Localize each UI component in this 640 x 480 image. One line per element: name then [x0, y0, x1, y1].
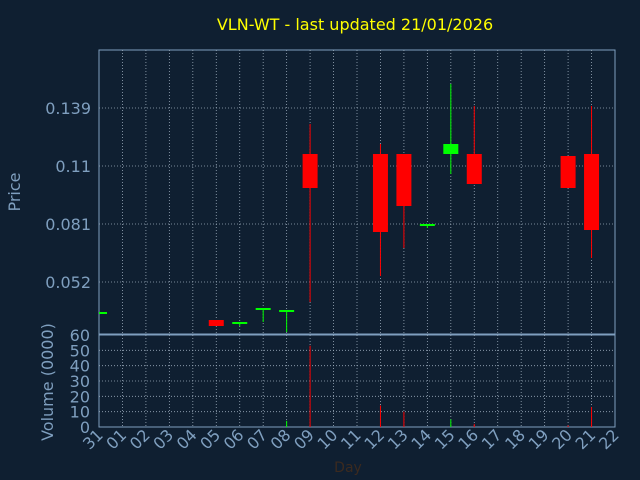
volume-tick-label: 10 — [70, 403, 90, 422]
price-tick-label: 0.081 — [45, 215, 91, 234]
volume-axis-label: Volume (0000) — [38, 323, 57, 441]
candle-body — [466, 154, 482, 184]
x-axis-label: Day — [334, 460, 362, 476]
volume-tick-label: 60 — [70, 326, 90, 345]
candle-body — [99, 312, 107, 314]
candle-body — [584, 154, 600, 230]
candle-body — [419, 224, 435, 226]
candle-body — [232, 322, 248, 324]
volume-tick-label: 0 — [80, 418, 90, 437]
candle-body — [372, 154, 388, 232]
volume-tick-label: 40 — [70, 357, 90, 376]
candle-body — [443, 144, 459, 154]
price-axis-label: Price — [5, 172, 24, 211]
candle-body — [302, 154, 318, 188]
price-tick-label: 0.139 — [45, 99, 91, 118]
candle-body — [396, 154, 412, 206]
candle-body — [560, 156, 576, 188]
chart-title: VLN-WT - last updated 21/01/2026 — [217, 15, 493, 34]
price-tick-label: 0.11 — [55, 157, 91, 176]
volume-tick-label: 30 — [70, 372, 90, 391]
x-tick-label: 22 — [595, 425, 623, 453]
volume-tick-label: 20 — [70, 387, 90, 406]
candle-body — [255, 308, 271, 310]
volume-tick-label: 50 — [70, 341, 90, 360]
candle-body — [279, 310, 295, 312]
candle-body — [208, 320, 224, 326]
x-tick-labels: 3101020304050607080910111213141516171819… — [79, 425, 623, 453]
price-tick-label: 0.052 — [45, 273, 91, 292]
price-panel: 0.052 0.081 0.11 0.139 — [45, 49, 616, 335]
